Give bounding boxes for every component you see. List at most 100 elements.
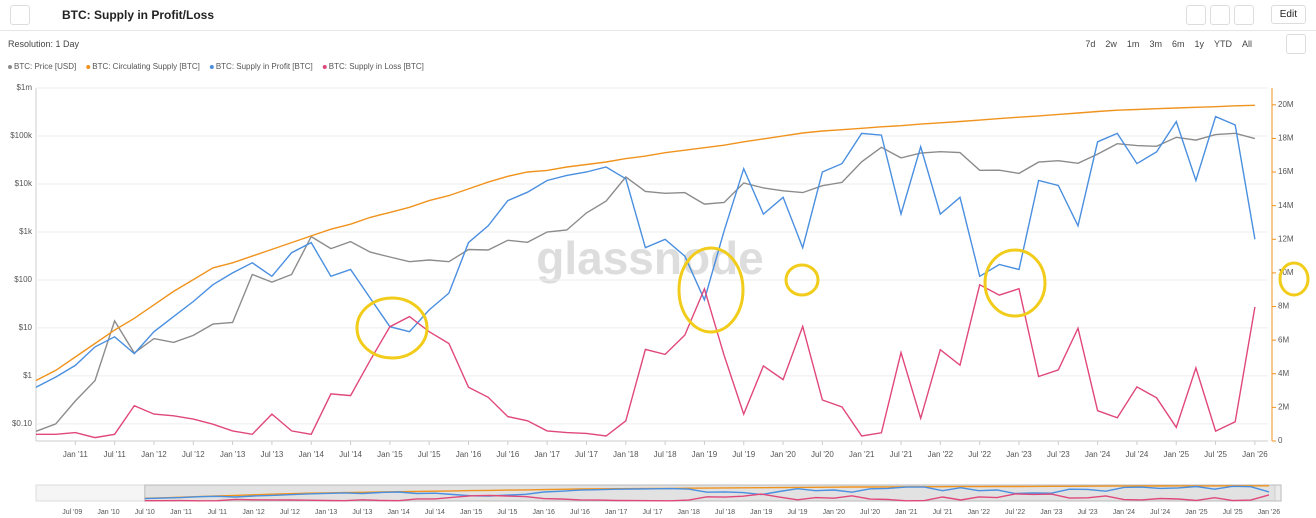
highlight-circle [355, 296, 429, 360]
legend-marker [322, 65, 327, 69]
series-line [36, 283, 1256, 439]
x-tick-label: Jul '16 [496, 450, 519, 459]
navigator-tick-label: Jul '13 [352, 509, 372, 516]
x-tick-label: Jan '25 [1163, 450, 1189, 459]
range-button[interactable]: YTD [1213, 39, 1232, 49]
navigator-tick-label: Jul '19 [788, 509, 808, 516]
y2-tick-label: 16M [1278, 167, 1294, 176]
series-line [35, 104, 1255, 382]
x-tick-label: Jul '14 [339, 450, 362, 459]
x-tick-label: Jul '12 [182, 450, 205, 459]
x-tick-label: Jul '21 [890, 450, 913, 459]
y2-tick-label: 4M [1278, 369, 1289, 378]
x-tick-label: Jan '13 [220, 450, 246, 459]
y-tick-label: $10k [15, 179, 33, 188]
x-tick-label: Jan '12 [141, 450, 167, 459]
legend-marker [86, 65, 91, 69]
y-tick-label: $1m [16, 83, 32, 92]
chart-title: BTC: Supply in Profit/Loss [62, 8, 214, 22]
x-tick-label: Jul '24 [1125, 450, 1148, 459]
y2-tick-label: 0 [1278, 436, 1283, 445]
annotations [355, 246, 1310, 360]
sidebar-button[interactable] [10, 5, 30, 25]
series-line [144, 493, 1270, 502]
navigator-tick-label: Jan '23 [1040, 509, 1062, 516]
x-tick-label: Jan '23 [1006, 450, 1032, 459]
range-button[interactable]: 3m [1149, 39, 1162, 49]
series-line [144, 485, 1270, 500]
navigator-tick-label: Jul '22 [1005, 509, 1025, 516]
x-tick-label: Jul '17 [575, 450, 598, 459]
x-tick-label: Jan '11 [63, 450, 89, 459]
x-tick-label: Jul '11 [103, 450, 126, 459]
copy-button[interactable] [1234, 5, 1254, 25]
x-tick-label: Jan '20 [770, 450, 796, 459]
range-button[interactable]: 2w [1105, 39, 1117, 49]
x-tick-label: Jan '15 [377, 450, 403, 459]
navigator-tick-label: Jan '10 [97, 509, 119, 516]
navigator-tick-label: Jan '13 [315, 509, 337, 516]
range-button[interactable]: 6m [1171, 39, 1185, 49]
x-tick-label: Jul '18 [654, 450, 677, 459]
range-button[interactable]: 1y [1194, 39, 1204, 49]
legend-marker [209, 65, 214, 69]
x-tick-label: Jan '26 [1242, 450, 1268, 459]
navigator-tick-label: Jan '12 [242, 509, 264, 516]
y-tick-label: $1k [19, 227, 33, 236]
navigator-tick-label: Jan '14 [387, 509, 409, 516]
legend-label: BTC: Supply in Profit [BTC] [216, 62, 313, 71]
x-tick-label: Jan '21 [849, 450, 875, 459]
x-tick-label: Jan '24 [1085, 450, 1111, 459]
y-tick-label: $0.10 [12, 419, 33, 428]
x-tick-label: Jan '19 [692, 450, 718, 459]
navigator-tick-label: Jan '15 [460, 509, 482, 516]
star-button[interactable] [1186, 5, 1206, 25]
navigator-tick-label: Jul '24 [1150, 509, 1170, 516]
navigator-tick-label: Jan '19 [750, 509, 772, 516]
highlight-circle [677, 246, 745, 334]
navigator-tick-label: Jan '11 [170, 509, 192, 516]
range-button[interactable]: All [1241, 39, 1252, 49]
y-tick-label: $100k [10, 131, 33, 140]
resolution-select[interactable]: Resolution: 1 Day [8, 39, 80, 49]
navigator-tick-label: Jan '16 [533, 509, 555, 516]
x-tick-label: Jan '16 [456, 450, 482, 459]
navigator-tick-label: Jul '18 [715, 509, 735, 516]
range-button[interactable]: 1m [1126, 39, 1140, 49]
calendar-button[interactable] [1286, 34, 1306, 54]
y2-tick-label: 8M [1278, 302, 1289, 311]
series-line [35, 132, 1256, 432]
watermark: glassnode [536, 232, 764, 284]
x-tick-label: Jul '13 [260, 450, 283, 459]
range-buttons: 7d 2w 1m 3m 6m 1y YTD All [1081, 36, 1256, 52]
navigator-tick-label: Jan '25 [1185, 509, 1207, 516]
edit-button[interactable]: Edit [1270, 5, 1306, 24]
navigator-tick-label: Jul '17 [642, 509, 662, 516]
navigator-tick-label: Jul '15 [497, 509, 517, 516]
x-tick-label: Jan '22 [928, 450, 954, 459]
navigator-tick-label: Jul '23 [1078, 509, 1098, 516]
x-tick-label: Jul '19 [732, 450, 755, 459]
y2-tick-label: 20M [1278, 100, 1294, 109]
legend-label: BTC: Price [USD] [14, 62, 76, 71]
navigator-tick-label: Jul '12 [280, 509, 300, 516]
x-tick-label: Jan '18 [613, 450, 639, 459]
x-tick-label: Jul '15 [418, 450, 441, 459]
series-line [35, 115, 1256, 388]
y2-tick-label: 10M [1278, 268, 1294, 277]
share-button[interactable] [1210, 5, 1230, 25]
x-tick-label: Jan '17 [534, 450, 560, 459]
y-tick-label: $10 [19, 323, 33, 332]
y2-tick-label: 6M [1278, 335, 1289, 344]
y-tick-label: $100 [14, 275, 32, 284]
x-tick-label: Jul '25 [1204, 450, 1227, 459]
navigator-tick-label: Jan '26 [1258, 509, 1280, 516]
navigator-tick-label: Jan '22 [968, 509, 990, 516]
navigator-tick-label: Jul '14 [425, 509, 445, 516]
y2-tick-label: 18M [1278, 134, 1294, 143]
x-tick-label: Jul '23 [1047, 450, 1070, 459]
legend-label: BTC: Circulating Supply [BTC] [92, 62, 200, 71]
range-button[interactable]: 7d [1085, 39, 1096, 49]
